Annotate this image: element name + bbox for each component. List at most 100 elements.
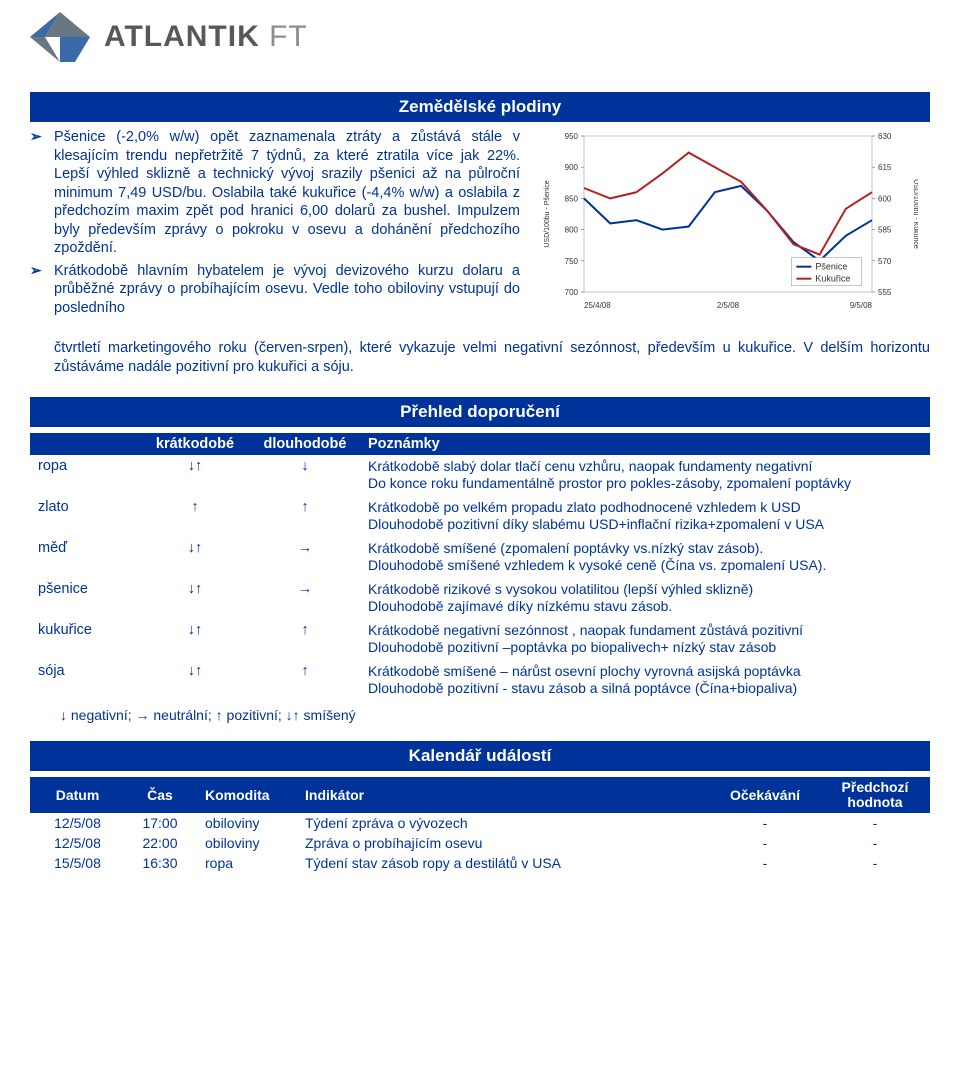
table-row: zlato↑↑Krátkodobě po velkém propadu zlat… <box>30 496 930 537</box>
commodity-name: pšenice <box>30 578 140 619</box>
notes: Krátkodobě po velkém propadu zlato podho… <box>360 496 930 537</box>
svg-text:630: 630 <box>878 132 892 141</box>
svg-text:Kukuřice: Kukuřice <box>815 274 850 284</box>
col-short: krátkodobé <box>140 433 250 455</box>
svg-text:800: 800 <box>565 226 579 235</box>
short-term: ↓↑ <box>140 455 250 496</box>
notes: Krátkodobě smíšené (zpomalení poptávky v… <box>360 537 930 578</box>
calendar-table: Datum Čas Komodita Indikátor Očekávání P… <box>30 777 930 874</box>
long-term: ↑ <box>250 619 360 660</box>
svg-text:950: 950 <box>565 132 579 141</box>
short-term: ↓↑ <box>140 578 250 619</box>
section1-body: ➢ Pšenice (-2,0% w/w) opět zaznamenala z… <box>30 128 930 321</box>
section1-continuation: čtvrtletí marketingového roku (červen-sr… <box>54 339 930 376</box>
long-term: → <box>250 578 360 619</box>
cal-time: 16:30 <box>125 853 195 873</box>
table-row: sója↓↑↑Krátkodobě smíšené – nárůst osevn… <box>30 660 930 701</box>
cal-expect: - <box>710 813 820 833</box>
logo-mark-icon <box>30 12 90 62</box>
commodity-name: zlato <box>30 496 140 537</box>
svg-text:600: 600 <box>878 194 892 203</box>
notes: Krátkodobě rizikové s vysokou volatilito… <box>360 578 930 619</box>
cal-expect: - <box>710 853 820 873</box>
col-expect: Očekávání <box>710 777 820 814</box>
cal-time: 22:00 <box>125 833 195 853</box>
logo-text: ATLANTIK FT <box>104 20 308 54</box>
rec-legend: ↓ negativní; → neutrální; ↑ pozitivní; ↓… <box>30 701 930 741</box>
notes: Krátkodobě slabý dolar tlačí cenu vzhůru… <box>360 455 930 496</box>
table-row: 12/5/0817:00obilovinyTýdení zpráva o výv… <box>30 813 930 833</box>
cal-indicator: Týdení zpráva o vývozech <box>295 813 710 833</box>
cal-indicator: Zpráva o probíhajícím osevu <box>295 833 710 853</box>
triangle-bullet-icon: ➢ <box>30 262 44 318</box>
svg-text:2/5/08: 2/5/08 <box>717 301 740 310</box>
cal-date: 12/5/08 <box>30 833 125 853</box>
triangle-bullet-icon: ➢ <box>30 128 44 258</box>
col-date: Datum <box>30 777 125 814</box>
commodity-name: ropa <box>30 455 140 496</box>
svg-text:615: 615 <box>878 163 892 172</box>
svg-text:9/5/08: 9/5/08 <box>850 301 873 310</box>
notes: Krátkodobě smíšené – nárůst osevní ploch… <box>360 660 930 701</box>
commodity-name: měď <box>30 537 140 578</box>
cal-commodity: obiloviny <box>195 813 295 833</box>
svg-text:555: 555 <box>878 288 892 297</box>
bullet-text: Krátkodobě hlavním hybatelem je vývoj de… <box>54 262 520 318</box>
cal-date: 12/5/08 <box>30 813 125 833</box>
svg-text:570: 570 <box>878 257 892 266</box>
col-prev: Předchozí hodnota <box>820 777 930 814</box>
svg-text:850: 850 <box>565 194 579 203</box>
cal-indicator: Týdení stav zásob ropy a destilátů v USA <box>295 853 710 873</box>
cal-time: 17:00 <box>125 813 195 833</box>
cal-date: 15/5/08 <box>30 853 125 873</box>
table-row: 15/5/0816:30ropaTýdení stav zásob ropy a… <box>30 853 930 873</box>
price-chart: 700 750 800 850 900 950 555 570 585 600 615 630 USD/… <box>538 128 930 321</box>
section1-title: Zemědělské plodiny <box>30 92 930 122</box>
recommendation-table: krátkodobé dlouhodobé Poznámky ropa↓↑↓Kr… <box>30 433 930 701</box>
short-term: ↓↑ <box>140 660 250 701</box>
svg-text:USD/100bu - Pšenice: USD/100bu - Pšenice <box>544 180 551 247</box>
cal-commodity: ropa <box>195 853 295 873</box>
section1-bullets: ➢ Pšenice (-2,0% w/w) opět zaznamenala z… <box>30 128 520 321</box>
cal-prev: - <box>820 813 930 833</box>
table-row: 12/5/0822:00obilovinyZpráva o probíhajíc… <box>30 833 930 853</box>
cal-expect: - <box>710 833 820 853</box>
col-indicator: Indikátor <box>295 777 710 814</box>
commodity-name: sója <box>30 660 140 701</box>
svg-text:700: 700 <box>565 288 579 297</box>
commodity-name: kukuřice <box>30 619 140 660</box>
col-notes: Poznámky <box>360 433 930 455</box>
long-term: ↑ <box>250 660 360 701</box>
table-row: kukuřice↓↑↑Krátkodobě negativní sezónnos… <box>30 619 930 660</box>
svg-text:25/4/08: 25/4/08 <box>584 301 611 310</box>
notes: Krátkodobě negativní sezónnost , naopak … <box>360 619 930 660</box>
bullet-text: Pšenice (-2,0% w/w) opět zaznamenala ztr… <box>54 128 520 258</box>
table-row: ropa↓↑↓Krátkodobě slabý dolar tlačí cenu… <box>30 455 930 496</box>
brand-suffix: FT <box>269 20 308 53</box>
brand-name: ATLANTIK <box>104 20 260 53</box>
short-term: ↓↑ <box>140 537 250 578</box>
table-row: měď↓↑→Krátkodobě smíšené (zpomalení popt… <box>30 537 930 578</box>
logo: ATLANTIK FT <box>30 12 930 62</box>
short-term: ↓↑ <box>140 619 250 660</box>
svg-text:750: 750 <box>565 257 579 266</box>
svg-text:USD/100bu - Kukuřice: USD/100bu - Kukuřice <box>912 179 918 249</box>
cal-prev: - <box>820 833 930 853</box>
svg-text:585: 585 <box>878 226 892 235</box>
section2-title: Přehled doporučení <box>30 397 930 427</box>
long-term: → <box>250 537 360 578</box>
cal-commodity: obiloviny <box>195 833 295 853</box>
col-commodity: Komodita <box>195 777 295 814</box>
bullet-item: ➢ Pšenice (-2,0% w/w) opět zaznamenala z… <box>30 128 520 258</box>
section3-title: Kalendář událostí <box>30 741 930 771</box>
long-term: ↑ <box>250 496 360 537</box>
col-time: Čas <box>125 777 195 814</box>
table-row: pšenice↓↑→Krátkodobě rizikové s vysokou … <box>30 578 930 619</box>
long-term: ↓ <box>250 455 360 496</box>
col-long: dlouhodobé <box>250 433 360 455</box>
cal-prev: - <box>820 853 930 873</box>
svg-text:Pšenice: Pšenice <box>815 262 847 272</box>
svg-text:900: 900 <box>565 163 579 172</box>
bullet-item: ➢ Krátkodobě hlavním hybatelem je vývoj … <box>30 262 520 318</box>
short-term: ↑ <box>140 496 250 537</box>
